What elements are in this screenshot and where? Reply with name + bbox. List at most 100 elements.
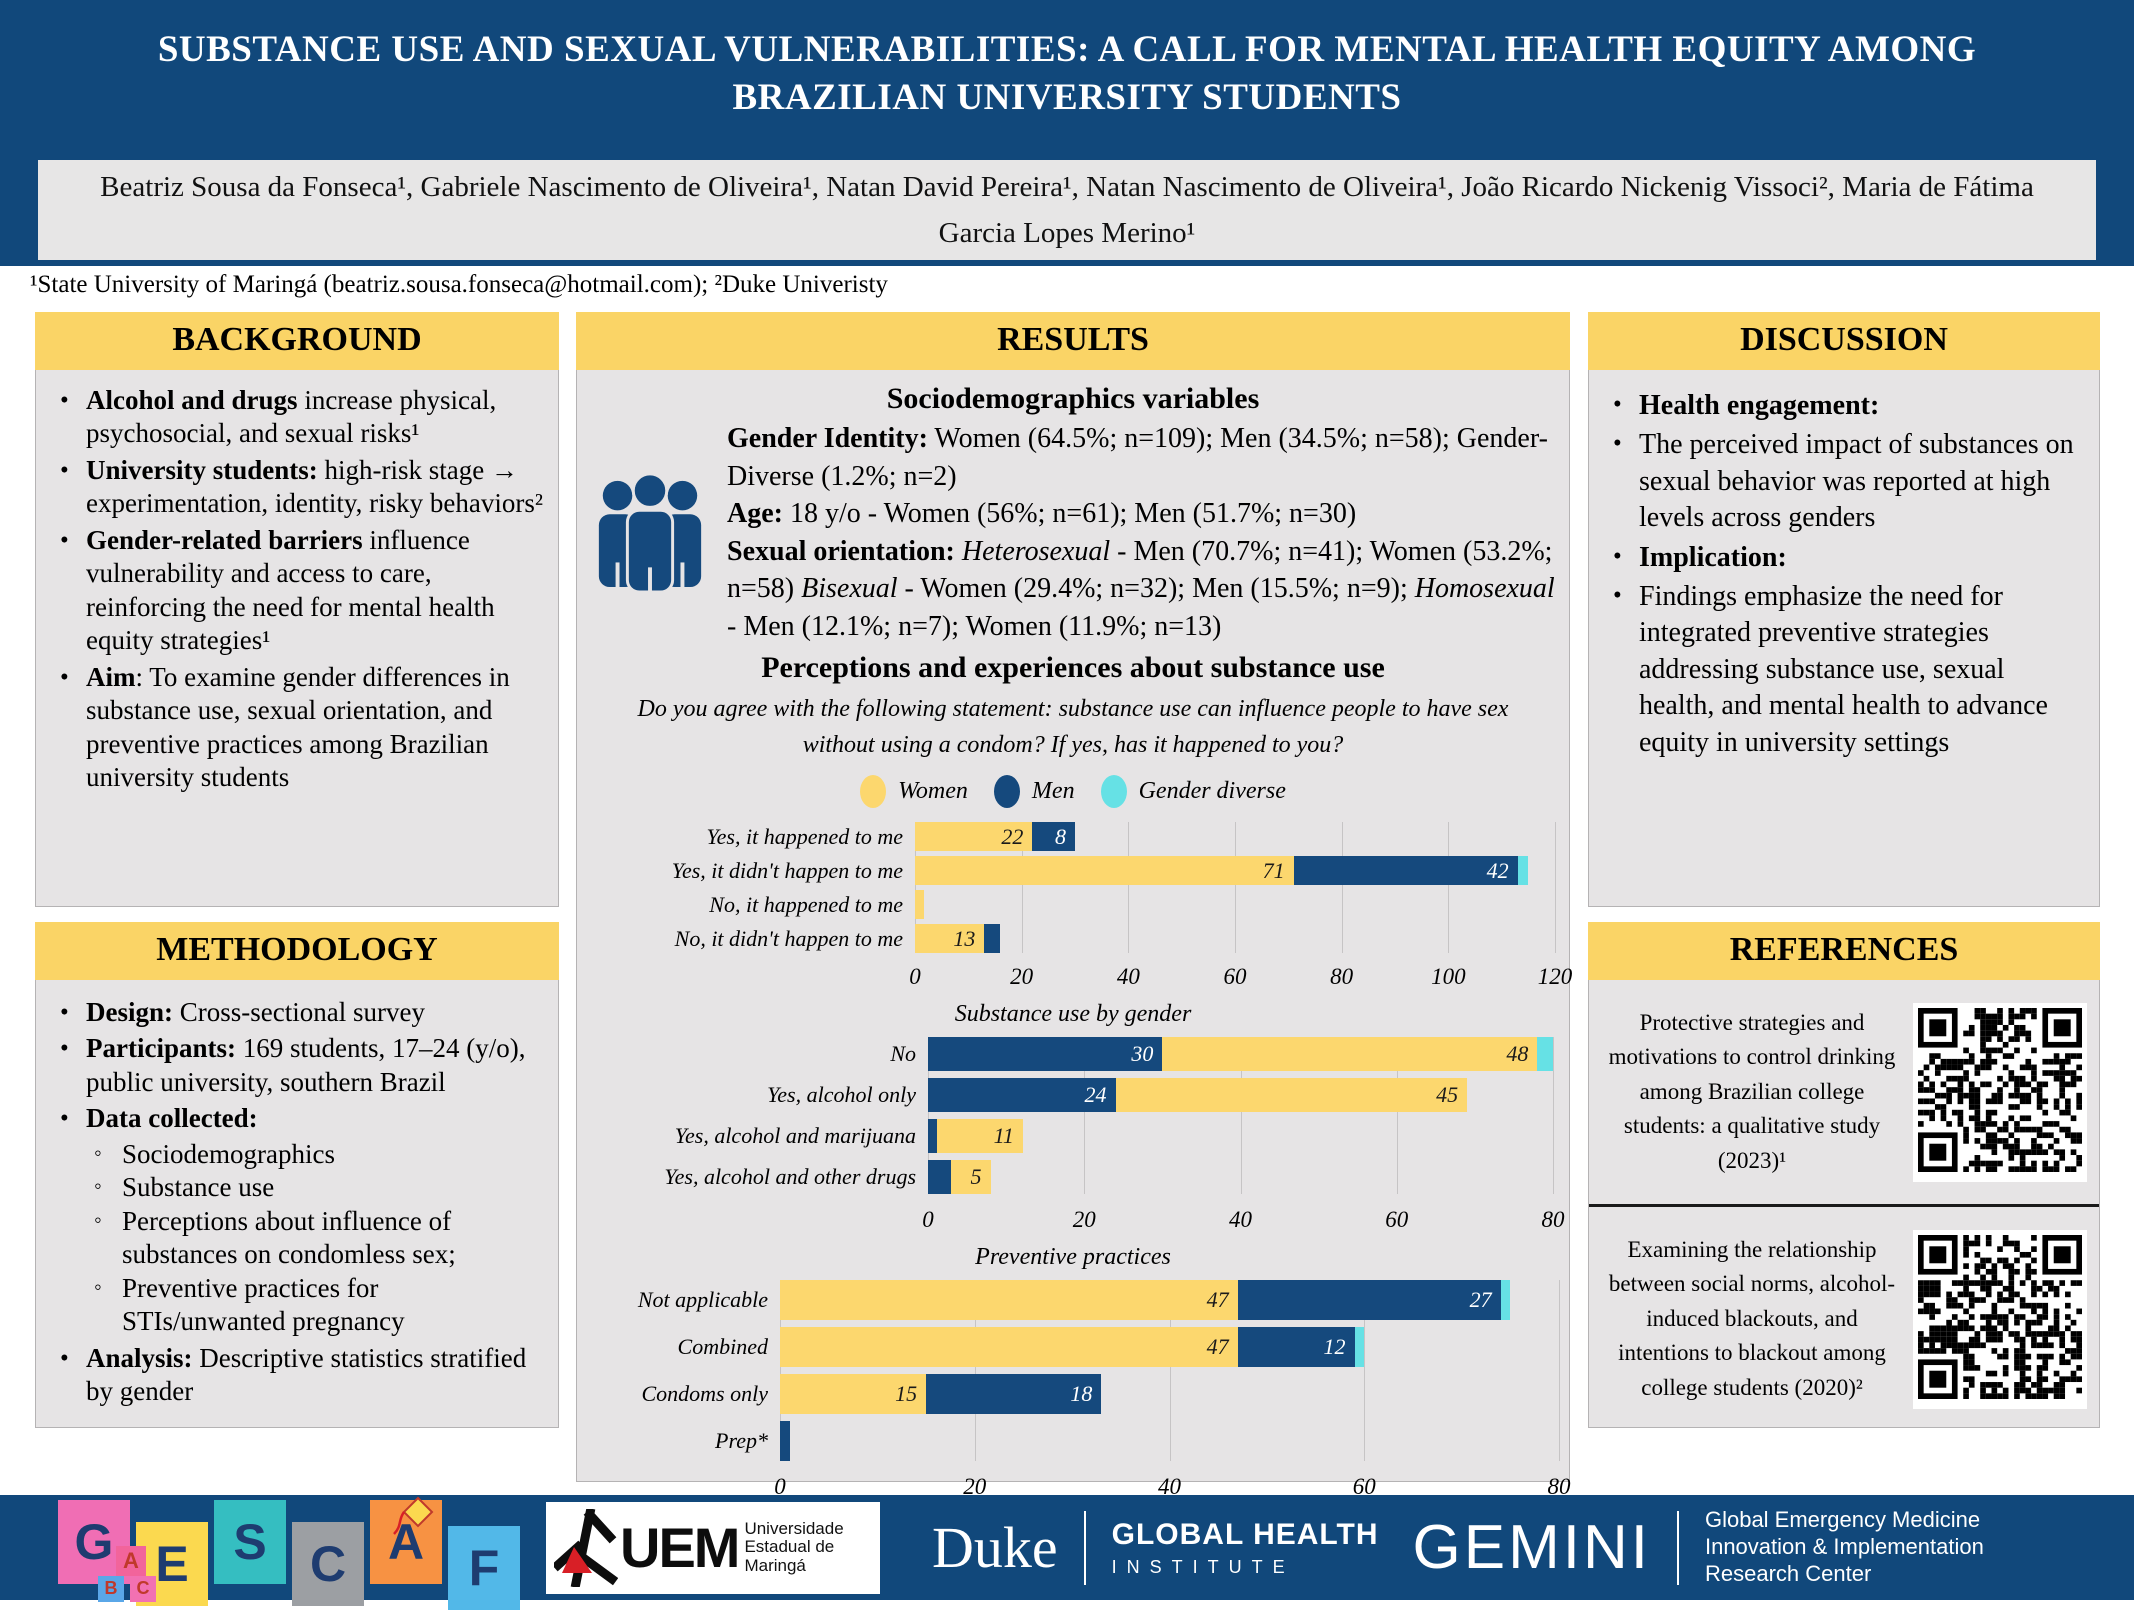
bar-segment-gd	[1537, 1037, 1553, 1072]
list-item: Health engagement:	[1597, 388, 2085, 424]
methodology-panel: METHODOLOGY Design: Cross-sectional surv…	[35, 922, 559, 1428]
demographics-row: Gender Identity: Women (64.5%; n=109); M…	[587, 420, 1559, 645]
left-column: BACKGROUND Alcohol and drugs increase ph…	[35, 312, 559, 1428]
axis-tick: 0	[922, 1207, 934, 1233]
gescaf-mini-tile-A: A	[116, 1545, 146, 1576]
bar-segment-women: 22	[915, 822, 1033, 852]
methodology-body: Design: Cross-sectional surveyParticipan…	[35, 980, 559, 1428]
bar-segment-men	[928, 1119, 937, 1154]
axis-tick: 40	[1116, 964, 1140, 990]
global-health-institute-logo: GLOBAL HEALTH INSTITUTE	[1112, 1518, 1379, 1578]
results-panel: RESULTS Sociodemographics variables	[576, 312, 1572, 1499]
gemini-center-name: Global Emergency Medicine Innovation & Im…	[1704, 1507, 1984, 1586]
list-item: University students: high-risk stage → e…	[44, 454, 544, 521]
discussion-panel: DISCUSSION Health engagement:The perceiv…	[1588, 312, 2100, 907]
chart-row: Yes, it didn't happen to me 71 42	[587, 856, 1559, 886]
chart-category-label: Yes, alcohol and other drugs	[664, 1164, 916, 1190]
bar-segment-men: 18	[926, 1374, 1102, 1415]
right-column: DISCUSSION Health engagement:The perceiv…	[1588, 312, 2100, 1428]
chart-row: Not applicable 47 27	[587, 1280, 1559, 1321]
bar-segment-gd	[1517, 856, 1529, 886]
chart-category-label: Yes, alcohol and marijuana	[674, 1123, 916, 1149]
qr-code-reference-1	[1913, 1002, 2087, 1182]
bar-segment-men: 12	[1237, 1327, 1355, 1368]
methodology-title: METHODOLOGY	[35, 922, 559, 980]
axis-tick: 60	[1385, 1207, 1409, 1233]
references-panel: REFERENCES Protective strategies and mot…	[1588, 922, 2100, 1428]
qr-code-reference-2	[1913, 1229, 2087, 1409]
list-item: Data collected:SociodemographicsSubstanc…	[44, 1102, 548, 1338]
sub-list-item: Preventive practices for STIs/unwanted p…	[86, 1272, 548, 1339]
affiliations-text: ¹State University of Maringá (beatriz.so…	[30, 271, 888, 298]
discussion-body: Health engagement:The perceived impact o…	[1588, 370, 2100, 907]
list-item: Findings emphasize the need for integrat…	[1597, 579, 2085, 761]
background-title: BACKGROUND	[35, 312, 559, 370]
bar-segment-men	[928, 1160, 952, 1195]
axis-tick: 40	[1229, 1207, 1252, 1233]
sub-list-item: Substance use	[86, 1171, 548, 1204]
gescaf-tile-E: E	[136, 1521, 208, 1606]
bar-segment-women: 45	[1115, 1078, 1468, 1113]
bar-segment-women: 15	[780, 1374, 927, 1415]
chart-row: Yes, alcohol only 24 45	[587, 1078, 1559, 1113]
list-item: Alcohol and drugs increase physical, psy…	[44, 384, 544, 451]
bar-segment-gd	[1354, 1327, 1365, 1368]
legend-dot-men	[993, 775, 1020, 809]
kite-icon	[388, 1496, 434, 1543]
bar-segment-men: 30	[928, 1037, 1163, 1072]
background-body: Alcohol and drugs increase physical, psy…	[35, 370, 559, 907]
results-body: Sociodemographics variables	[576, 370, 1572, 1499]
legend-item-gd: Gender diverse	[1100, 775, 1286, 809]
references-divider	[1589, 1204, 2099, 1207]
chart-category-label: No, it didn't happen to me	[674, 925, 903, 951]
list-item: Implication:	[1597, 540, 2085, 576]
reference-2-text: Examining the relationship between socia…	[1608, 1236, 1896, 1400]
poster-title-line2: BRAZILIAN UNIVERSITY STUDENTS	[732, 77, 1402, 119]
chart-row: Yes, it happened to me 22 8	[587, 822, 1559, 852]
bar-segment-men	[780, 1421, 790, 1462]
chart-category-label: No, it happened to me	[709, 891, 903, 917]
bar-segment-women	[915, 890, 924, 920]
bar-segment-women: 13	[915, 924, 985, 954]
authors-bar: Beatriz Sousa da Fonseca¹, Gabriele Nasc…	[38, 160, 2096, 260]
chart-preventive-title: Preventive practices	[975, 1244, 1171, 1271]
poster-title-line1: SUBSTANCE USE AND SEXUAL VULNERABILITIES…	[157, 29, 1977, 70]
duke-logo: Duke	[932, 1515, 1058, 1580]
chart-row: No 30 48	[587, 1037, 1559, 1072]
uem-logo: UEM Universidade Estadual de Maringá	[546, 1501, 880, 1594]
discussion-list: Health engagement:The perceived impact o…	[1597, 388, 2085, 761]
uem-mark-icon	[554, 1508, 618, 1587]
chart-row: Yes, alcohol and other drugs 5	[587, 1160, 1559, 1195]
chart-category-label: Yes, it didn't happen to me	[671, 857, 903, 883]
legend-item-women: Women	[860, 775, 968, 809]
list-item: Design: Cross-sectional survey	[44, 996, 548, 1029]
chart-perceptions: Yes, it happened to me 22 8 Yes, it didn't …	[587, 822, 1572, 994]
ghi-line1: GLOBAL HEALTH	[1111, 1517, 1379, 1551]
reference-entry-1: Protective strategies and motivations to…	[1589, 980, 2099, 1204]
sub-list-item: Sociodemographics	[86, 1138, 548, 1171]
authors-text: Beatriz Sousa da Fonseca¹, Gabriele Nasc…	[100, 170, 2034, 249]
sociodemographics-subtitle: Sociodemographics variables	[886, 382, 1260, 415]
chart-row: Yes, alcohol and marijuana 11	[587, 1119, 1559, 1154]
axis-tick: 20	[1072, 1207, 1096, 1233]
axis-tick: 100	[1431, 964, 1466, 990]
reference-entry-2: Examining the relationship between socia…	[1589, 1207, 2099, 1431]
axis-tick: 80	[1547, 1474, 1571, 1500]
chart-row: No, it happened to me	[587, 890, 1559, 920]
chart-row: No, it didn't happen to me 13	[587, 924, 1559, 954]
chart-category-label: Combined	[677, 1334, 768, 1360]
poster-header: SUBSTANCE USE AND SEXUAL VULNERABILITIES…	[0, 0, 2134, 266]
people-group-icon	[591, 468, 711, 597]
chart-row: Prep*	[587, 1421, 1559, 1462]
axis-tick: 80	[1330, 964, 1354, 990]
bar-segment-men: 24	[928, 1078, 1116, 1113]
bar-segment-women: 5	[951, 1160, 991, 1195]
chart-preventive-practices: Not applicable 47 27 Combined 47 12 Condoms on…	[587, 1280, 1571, 1504]
list-item: Aim: To examine gender differences in su…	[44, 661, 544, 795]
references-title: REFERENCES	[1588, 922, 2100, 980]
chart-category-label: Not applicable	[637, 1287, 768, 1313]
bar-segment-women: 11	[937, 1119, 1023, 1154]
bar-segment-men: 27	[1237, 1280, 1501, 1321]
